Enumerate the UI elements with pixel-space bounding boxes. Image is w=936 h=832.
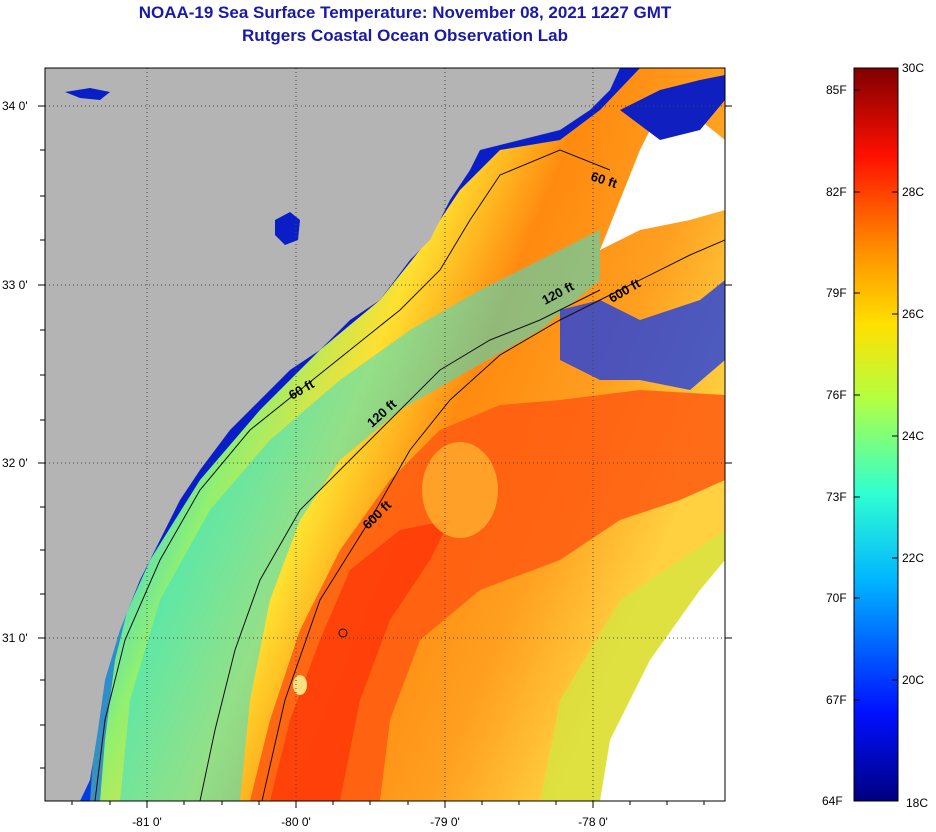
colorbar-label-c: 28C [902, 185, 925, 199]
colorbar-label-f: 67F [826, 693, 847, 707]
lat-label: 34 0' [2, 99, 28, 113]
colorbar-label-c: 22C [902, 551, 925, 565]
cloud-mask-north [600, 110, 725, 250]
map-frame [44, 67, 726, 802]
axis-ticks [38, 105, 732, 808]
colorbar-label-c: 30C [902, 61, 925, 75]
lon-label: -79 0' [430, 815, 460, 829]
colorbar-label-f: 64F [822, 794, 843, 808]
colorbar-label-f: 85F [826, 83, 847, 97]
warm-eddy [422, 442, 498, 538]
lat-label: 32 0' [2, 456, 28, 470]
cloud-mask-south [600, 560, 725, 801]
lake [275, 212, 300, 245]
isobath-60ft [94, 149, 611, 801]
colorbar-label-f: 73F [826, 490, 847, 504]
isobath-600ft [261, 239, 725, 801]
grid-lines [45, 68, 725, 801]
map-subtitle: Rutgers Coastal Ocean Observation Lab [242, 26, 568, 45]
colorbar-ticks [854, 89, 898, 701]
lat-label: 31 0' [2, 631, 28, 645]
colorbar-label-c: 20C [902, 673, 925, 687]
lat-label: 33 0' [2, 278, 28, 292]
gulf-stream [250, 390, 725, 801]
colorbar-label-c: 26C [902, 307, 925, 321]
colorbar-label-c: 24C [902, 429, 925, 443]
colorbar [853, 67, 899, 802]
lon-label: -80 0' [281, 815, 311, 829]
land [45, 68, 620, 801]
lon-label: -78 0' [578, 815, 608, 829]
colorbar-label-f: 79F [826, 286, 847, 300]
colorbar-label-f: 76F [826, 388, 847, 402]
colorbar-label-c: 18C [906, 796, 929, 810]
shelf-water [120, 230, 600, 801]
colorbar-label-f: 70F [826, 591, 847, 605]
colorbar-label-f: 82F [826, 185, 847, 199]
isobath-120ft [199, 289, 601, 801]
lon-label: -81 0' [132, 815, 162, 829]
map-title: NOAA-19 Sea Surface Temperature: Novembe… [138, 3, 672, 22]
